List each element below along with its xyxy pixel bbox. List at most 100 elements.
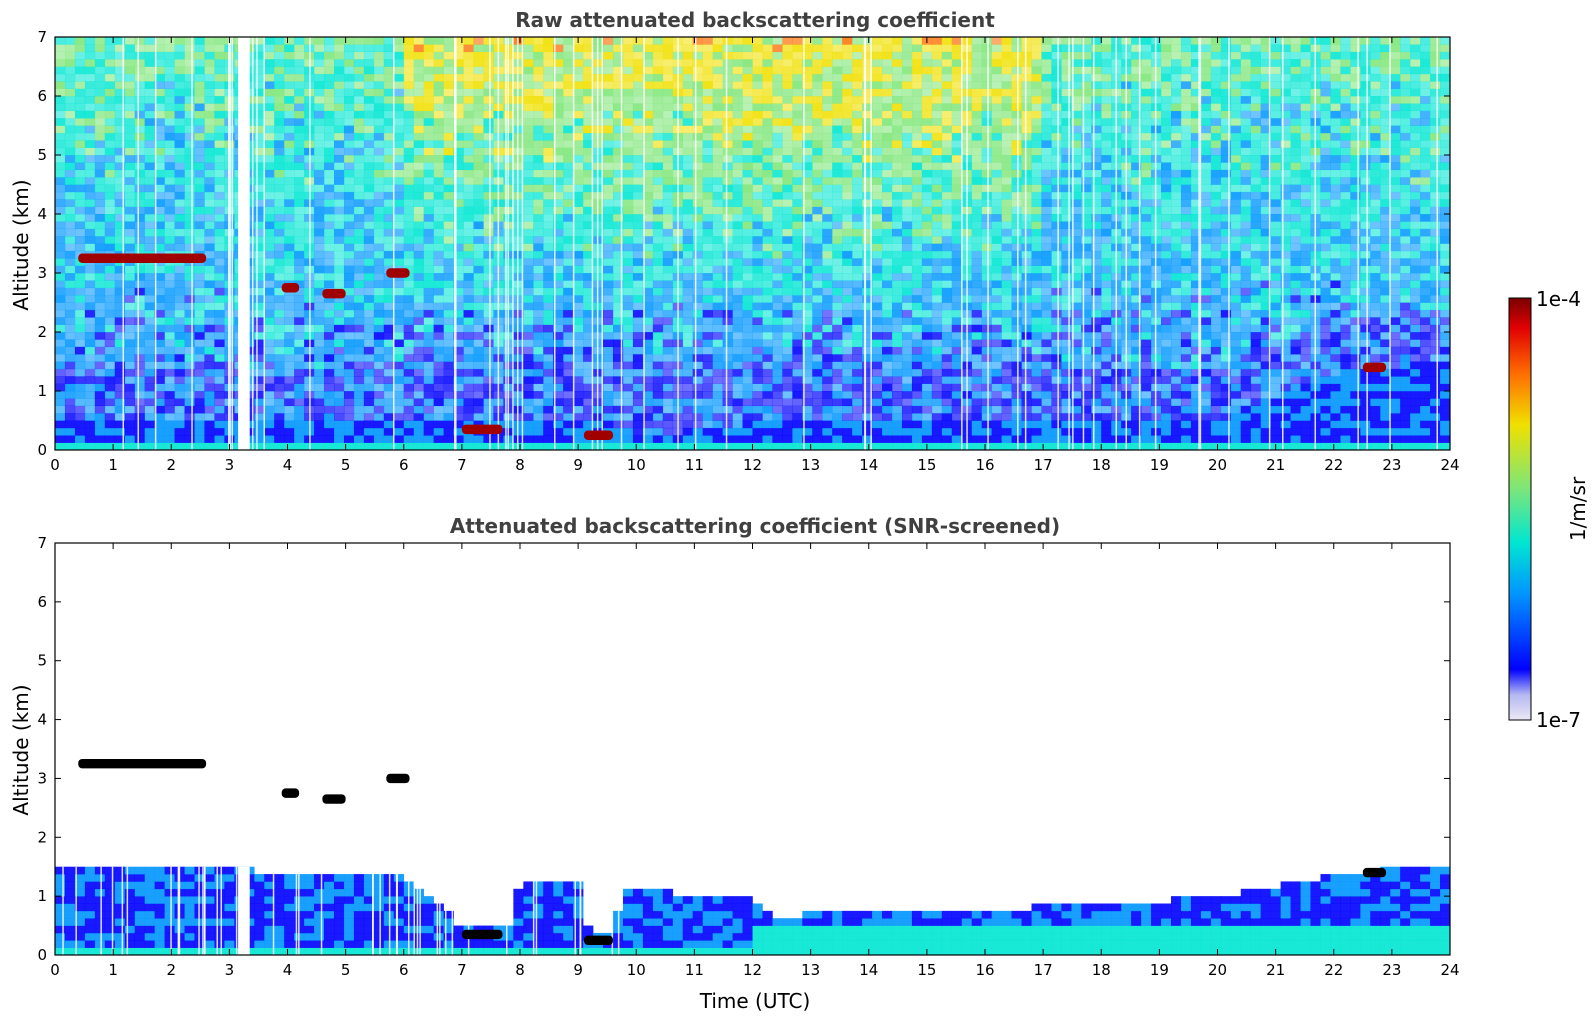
heatmap-cell bbox=[822, 51, 833, 60]
heatmap-cell bbox=[543, 81, 554, 89]
heatmap-cell bbox=[622, 88, 634, 97]
heatmap-cell bbox=[682, 199, 694, 207]
heatmap-cell bbox=[134, 169, 145, 178]
heatmap-cell bbox=[294, 413, 305, 421]
heatmap-cell bbox=[842, 295, 853, 303]
heatmap-cell bbox=[931, 258, 943, 266]
heatmap-cell bbox=[383, 66, 395, 75]
heatmap-cell bbox=[812, 361, 823, 370]
heatmap-cell bbox=[762, 332, 773, 340]
heatmap-cell bbox=[583, 413, 594, 421]
heatmap-cell bbox=[334, 405, 345, 414]
heatmap-cell bbox=[792, 177, 803, 185]
heatmap-cell bbox=[74, 140, 86, 148]
heatmap-cell bbox=[373, 221, 385, 230]
heatmap-cell bbox=[453, 51, 464, 60]
heatmap-cell bbox=[463, 88, 474, 97]
heatmap-cell bbox=[682, 37, 694, 45]
heatmap-cell bbox=[294, 228, 305, 237]
heatmap-cell bbox=[184, 81, 195, 89]
heatmap-cell bbox=[822, 206, 833, 215]
heatmap-cell bbox=[204, 118, 215, 126]
heatmap-cell bbox=[842, 317, 853, 325]
heatmap-cell bbox=[423, 73, 434, 82]
heatmap-cell bbox=[334, 413, 345, 421]
heatmap-cell bbox=[852, 214, 863, 222]
heatmap-cell bbox=[373, 199, 385, 207]
heatmap-cell bbox=[433, 214, 444, 222]
heatmap-cell bbox=[373, 214, 385, 222]
heatmap-cell bbox=[274, 199, 285, 207]
heatmap-cell bbox=[563, 435, 574, 443]
heatmap-cell bbox=[314, 442, 325, 451]
heatmap-cell bbox=[862, 295, 873, 303]
heatmap-cell bbox=[114, 273, 126, 281]
heatmap-cell bbox=[274, 332, 285, 340]
heatmap-cell bbox=[104, 442, 116, 451]
heatmap-cell bbox=[812, 287, 823, 296]
heatmap-cell bbox=[732, 376, 743, 384]
heatmap-cell bbox=[583, 44, 594, 53]
heatmap-cell bbox=[702, 132, 713, 141]
heatmap-cell bbox=[134, 132, 145, 141]
heatmap-cell bbox=[622, 132, 634, 141]
heatmap-cell bbox=[812, 155, 823, 163]
heatmap-cell bbox=[84, 280, 96, 289]
heatmap-cell bbox=[901, 346, 913, 355]
heatmap-cell bbox=[254, 243, 265, 252]
heatmap-cell bbox=[792, 391, 803, 399]
heatmap-cell bbox=[822, 110, 833, 119]
heatmap-cell bbox=[533, 132, 544, 141]
heatmap-cell bbox=[543, 383, 554, 392]
heatmap-cell bbox=[692, 199, 703, 207]
heatmap-cell bbox=[423, 96, 434, 104]
heatmap-cell bbox=[94, 206, 106, 215]
heatmap-cell bbox=[413, 147, 424, 156]
heatmap-cell bbox=[483, 236, 494, 244]
heatmap-cell bbox=[752, 287, 763, 296]
heatmap-cell bbox=[563, 280, 574, 289]
heatmap-cell bbox=[343, 265, 355, 274]
heatmap-cell bbox=[443, 376, 454, 384]
heatmap-cell bbox=[652, 243, 664, 252]
heatmap-cell bbox=[264, 118, 275, 126]
heatmap-cell bbox=[403, 103, 415, 112]
heatmap-cell bbox=[931, 273, 943, 281]
heatmap-cell bbox=[523, 398, 534, 407]
heatmap-cell bbox=[852, 287, 863, 296]
heatmap-cell bbox=[852, 140, 863, 148]
heatmap-cell bbox=[772, 273, 783, 281]
heatmap-cell bbox=[114, 191, 126, 200]
heatmap-cell bbox=[363, 221, 375, 230]
heatmap-cell bbox=[55, 265, 66, 274]
heatmap-cell bbox=[901, 110, 913, 119]
heatmap-cell bbox=[752, 59, 763, 67]
heatmap-cell bbox=[463, 214, 474, 222]
heatmap-cell bbox=[433, 302, 444, 311]
heatmap-cell bbox=[543, 103, 554, 112]
heatmap-cell bbox=[911, 361, 923, 370]
heatmap-cell bbox=[702, 302, 713, 311]
heatmap-cell bbox=[832, 199, 843, 207]
heatmap-cell bbox=[124, 162, 136, 171]
heatmap-cell bbox=[413, 243, 424, 252]
heatmap-cell bbox=[124, 147, 136, 156]
heatmap-cell bbox=[184, 368, 195, 377]
heatmap-cell bbox=[533, 155, 544, 163]
heatmap-cell bbox=[812, 228, 823, 237]
heatmap-cell bbox=[911, 442, 923, 451]
heatmap-cell bbox=[64, 442, 76, 451]
heatmap-cell bbox=[613, 376, 624, 384]
heatmap-cell bbox=[114, 346, 126, 355]
heatmap-cell bbox=[114, 59, 126, 67]
heatmap-cell bbox=[563, 339, 574, 348]
heatmap-cell bbox=[134, 51, 145, 60]
heatmap-cell bbox=[453, 103, 464, 112]
heatmap-cell bbox=[782, 354, 793, 362]
heatmap-cell bbox=[64, 309, 76, 318]
heatmap-cell bbox=[154, 324, 165, 333]
heatmap-cell bbox=[722, 37, 733, 45]
heatmap-cell bbox=[433, 398, 444, 407]
heatmap-cell bbox=[314, 221, 325, 230]
heatmap-cell bbox=[343, 413, 355, 421]
